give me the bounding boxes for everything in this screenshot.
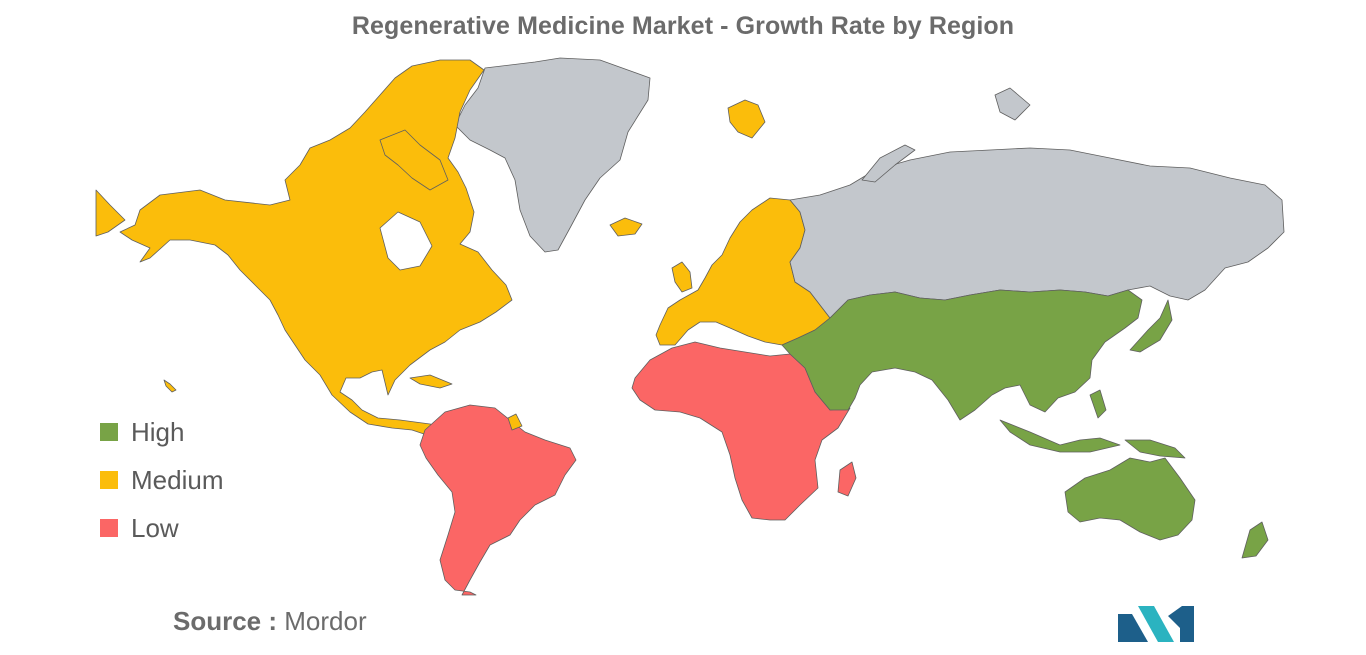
legend-label-medium: Medium xyxy=(131,464,224,495)
logo-shape-left xyxy=(1118,614,1148,642)
legend: High Medium Low xyxy=(100,408,223,552)
region-novaya-zemlya xyxy=(861,144,916,183)
region-iceland xyxy=(609,217,643,237)
region-russia xyxy=(789,147,1285,319)
region-new-guinea xyxy=(1124,439,1186,459)
region-asia xyxy=(781,289,1143,421)
region-hudson-bay xyxy=(379,211,433,271)
region-north-america xyxy=(119,59,513,437)
region-africa xyxy=(631,341,851,521)
region-japan xyxy=(1129,299,1173,353)
region-uk xyxy=(671,261,693,293)
legend-label-low: Low xyxy=(131,512,179,543)
region-hawaii xyxy=(163,379,177,393)
legend-item-medium: Medium xyxy=(100,456,223,504)
region-madagascar xyxy=(837,461,857,497)
region-arctic-islands xyxy=(994,87,1031,121)
region-indonesia xyxy=(999,419,1121,453)
region-cuba xyxy=(409,374,453,389)
region-greenland xyxy=(454,57,651,253)
region-new-zealand xyxy=(1241,521,1269,559)
mordor-logo xyxy=(1118,606,1194,642)
region-alaska-tip xyxy=(95,189,126,237)
region-philippines xyxy=(1089,389,1107,419)
chart-title: Regenerative Medicine Market - Growth Ra… xyxy=(351,12,1015,40)
legend-item-low: Low xyxy=(100,504,223,552)
logo-shape-right xyxy=(1168,606,1194,642)
source-note: Source : Mordor xyxy=(173,606,367,637)
source-value: Mordor xyxy=(284,606,367,636)
region-baffin xyxy=(379,129,449,191)
logo-shape-mid xyxy=(1138,606,1174,642)
region-south-america xyxy=(419,404,577,596)
legend-swatch-low xyxy=(100,519,118,537)
legend-swatch-medium xyxy=(100,471,118,489)
region-svalbard xyxy=(727,99,766,139)
legend-item-high: High xyxy=(100,408,223,456)
region-guianas xyxy=(507,413,523,431)
legend-swatch-high xyxy=(100,423,118,441)
legend-label-high: High xyxy=(131,416,185,447)
region-australia xyxy=(1064,457,1196,541)
source-label: Source : xyxy=(173,606,278,636)
